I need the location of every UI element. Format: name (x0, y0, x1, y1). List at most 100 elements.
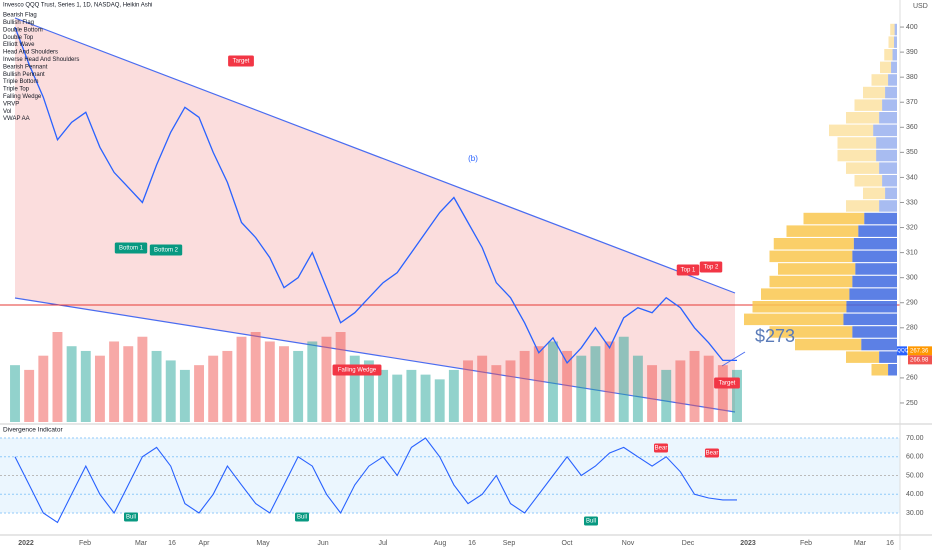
volume-bar (434, 379, 445, 422)
annotation: Target (233, 59, 250, 65)
indicator-name: Double Bottom (3, 27, 43, 33)
y-tick-label: 390 (906, 49, 918, 56)
volume-bar (194, 365, 204, 422)
volume-bar (52, 332, 63, 422)
profile-bar (778, 263, 856, 275)
profile-bar (846, 200, 880, 212)
profile-bar (837, 149, 877, 162)
channel-upper (14, 17, 736, 294)
profile-bar-part (873, 124, 897, 137)
annotation: Falling Wedge (338, 368, 377, 374)
volume-bar (448, 369, 459, 422)
indicator-name: Head And Shoulders (3, 50, 58, 56)
volume-bar (137, 336, 148, 422)
profile-bar-part (876, 149, 897, 162)
volume-bar (477, 355, 488, 422)
indicator-name: Elliott Wave (3, 42, 35, 48)
indicator-name: Triple Top (3, 87, 30, 93)
volume-bar (123, 346, 134, 422)
x-tick-label: Mar (854, 540, 867, 547)
volume-bar (264, 341, 275, 422)
annotation: Target (719, 381, 736, 387)
price-tag-name: QQQ (897, 348, 909, 354)
price-tag: 267.36 (910, 348, 929, 354)
profile-bar (752, 301, 847, 313)
profile-bar-part (853, 238, 897, 250)
profile-bar (803, 212, 865, 225)
price-tag-bg (908, 346, 932, 356)
chart-title: Invesco QQQ Trust, Series 1, 1D, NASDAQ,… (3, 3, 152, 9)
profile-bar-part (852, 275, 897, 288)
x-tick-label: 2023 (740, 540, 756, 547)
annotation: Bear (706, 451, 719, 457)
y-label: USD (913, 3, 928, 10)
y-tick-label: 60.00 (906, 454, 924, 461)
volume-bar (109, 341, 120, 422)
profile-bar-part (885, 86, 897, 99)
volume-bar (80, 350, 91, 422)
profile-bar (871, 364, 889, 376)
annotation-bg (714, 377, 740, 389)
profile-bar (795, 338, 862, 351)
volume-bar (250, 332, 261, 422)
price-tag: 266.98 (910, 357, 929, 363)
profile-bar (854, 175, 883, 187)
projection-arrow (721, 351, 746, 367)
x-tick-label: Jun (317, 540, 328, 547)
annotation-bg (584, 516, 598, 526)
profile-bar-part (864, 212, 897, 225)
y-tick-label: 280 (906, 325, 918, 332)
profile-bar-part (888, 74, 897, 86)
volume-bar (279, 346, 289, 422)
volume-bar (293, 350, 304, 422)
indicator-name: Bullish Flag (3, 20, 34, 26)
profile-bar (837, 137, 877, 149)
indicator-name: Bearish Flag (3, 13, 37, 19)
profile-bar (854, 99, 883, 111)
profile-bar-part (882, 175, 897, 187)
y-tick-label: 70.00 (906, 435, 924, 442)
x-tick-label: Mar (135, 540, 148, 547)
annotation-bg (654, 443, 668, 453)
annotation: Bear (655, 446, 668, 452)
profile-bar-part (852, 250, 897, 263)
annotation: Bull (297, 515, 307, 521)
profile-bar-part (855, 263, 897, 275)
x-tick-label: 16 (886, 540, 894, 547)
annotation-bg (705, 448, 719, 458)
channel-fill (15, 18, 735, 412)
annotation-bg (124, 512, 138, 522)
volume-bar (661, 369, 672, 422)
annotation-bg (149, 244, 183, 256)
profile-bar-part (885, 187, 897, 200)
volume-bar (38, 355, 49, 422)
volume-bar (519, 350, 530, 422)
price-line (14, 26, 737, 364)
annotation-bg (114, 242, 148, 254)
profile-bar-part (846, 301, 897, 313)
volume-bar (590, 346, 601, 422)
y-tick-label: 310 (906, 249, 918, 256)
profile-bar-part (858, 225, 897, 237)
profile-bar (888, 36, 895, 48)
profile-bar-part (888, 364, 897, 376)
profile-bar (761, 288, 850, 300)
x-tick-label: Feb (79, 540, 91, 547)
profile-bar-part (852, 326, 897, 338)
volume-bar (208, 355, 219, 422)
volume-bar (548, 341, 558, 422)
volume-bar (562, 350, 573, 422)
indicator-line (14, 437, 737, 524)
volume-bar (307, 341, 318, 422)
volume-bar (491, 365, 502, 422)
y-tick-label: 260 (906, 375, 918, 382)
volume-bar (349, 355, 360, 422)
x-tick-label: May (256, 540, 270, 547)
x-tick-label: Nov (622, 540, 635, 547)
annotation-bg (676, 264, 700, 276)
x-tick-label: Feb (800, 540, 812, 547)
x-tick-label: 16 (168, 540, 176, 547)
annotation: Bull (586, 519, 596, 525)
profile-bar (884, 49, 893, 61)
profile-bar (863, 86, 886, 99)
